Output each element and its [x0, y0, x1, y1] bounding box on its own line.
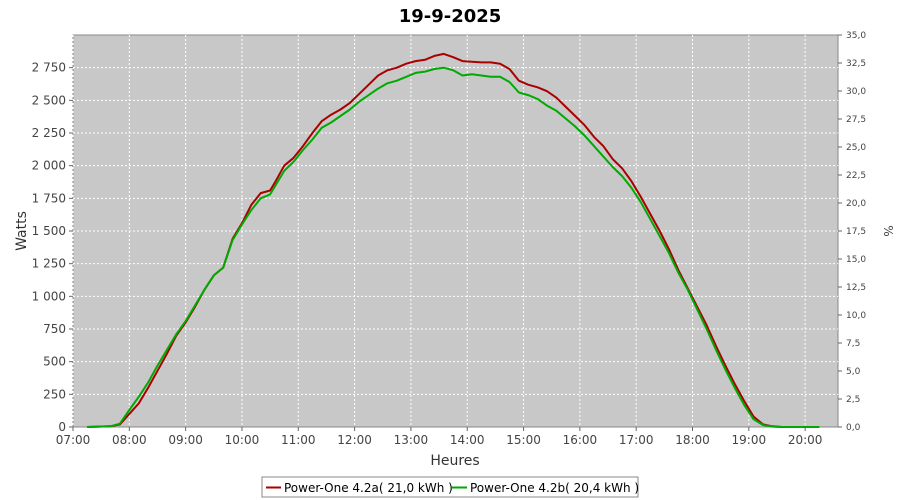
grid-lines [72, 35, 838, 427]
y-axis-left: 0 250 500 750 1 000 1 250 1 500 1 750 2 000 2 250… [32, 61, 73, 434]
y2-tick-label: 10,0 [846, 311, 866, 321]
y-tick-label: 2 000 [32, 159, 66, 173]
y2-tick-label: 0,0 [846, 423, 861, 433]
series-line-b [87, 66, 820, 428]
legend-item-a: Power-One 4.2a( 21,0 kWh ) [284, 481, 453, 495]
x-tick-label: 10:00 [225, 433, 260, 447]
x-tick-label: 19:00 [732, 433, 767, 447]
x-tick-label: 12:00 [337, 433, 372, 447]
y2-tick-label: 20,0 [846, 199, 866, 209]
x-tick-label: 13:00 [394, 433, 429, 447]
x-tick-label: 09:00 [168, 433, 203, 447]
y2-tick-label: 5,0 [846, 367, 861, 377]
x-tick-label: 14:00 [450, 433, 485, 447]
y-tick-label: 2 500 [32, 93, 66, 107]
x-tick-label: 15:00 [506, 433, 541, 447]
y2-tick-label: 30,0 [846, 87, 866, 97]
y-tick-label: 250 [43, 387, 66, 401]
y-tick-label: 2 250 [32, 126, 66, 140]
x-tick-label: 11:00 [281, 433, 316, 447]
y-axis-label: Watts [14, 211, 30, 251]
plot-area [72, 34, 839, 428]
x-tick-label: 17:00 [619, 433, 654, 447]
y-tick-label: 1 000 [32, 289, 66, 303]
chart-title: 19-9-2025 [399, 6, 502, 27]
y-tick-label: 2 750 [32, 61, 66, 75]
y2-tick-label: 27,5 [846, 115, 866, 125]
y-tick-label: 0 [58, 420, 66, 434]
x-tick-label: 07:00 [56, 433, 91, 447]
y2-tick-label: 7,5 [846, 339, 860, 349]
y-tick-label: 750 [43, 322, 66, 336]
x-tick-label: 20:00 [788, 433, 823, 447]
legend-item-b: Power-One 4.2b( 20,4 kWh ) [470, 481, 639, 495]
x-axis: 07:00 08:00 09:00 10:00 11:00 12:00 13:00 14:00… [56, 427, 823, 447]
y2-tick-label: 32,5 [846, 59, 866, 69]
y2-tick-label: 17,5 [846, 227, 866, 237]
x-tick-label: 08:00 [112, 433, 147, 447]
x-tick-label: 18:00 [675, 433, 710, 447]
legend: Power-One 4.2a( 21,0 kWh ) Power-One 4.2… [261, 476, 639, 498]
y2-axis-label: % [881, 225, 895, 236]
y2-tick-label: 25,0 [846, 143, 866, 153]
y-tick-label: 1 250 [32, 257, 66, 271]
y-tick-label: 1 500 [32, 224, 66, 238]
y2-tick-label: 35,0 [846, 31, 866, 41]
series-lines [87, 52, 820, 428]
legend-box [261, 476, 639, 498]
y2-tick-label: 12,5 [846, 283, 866, 293]
y-tick-label: 500 [43, 355, 66, 369]
y-axis-right: 0,0 2,5 5,0 7,5 10,0 12,5 15,0 17,5 20,0 22,5 25,0… [838, 31, 866, 433]
y2-tick-label: 15,0 [846, 255, 866, 265]
x-tick-label: 16:00 [563, 433, 598, 447]
y-tick-label: 1 750 [32, 191, 66, 205]
y2-tick-label: 2,5 [846, 395, 860, 405]
x-axis-label: Heures [430, 453, 479, 469]
y2-tick-label: 22,5 [846, 171, 866, 181]
